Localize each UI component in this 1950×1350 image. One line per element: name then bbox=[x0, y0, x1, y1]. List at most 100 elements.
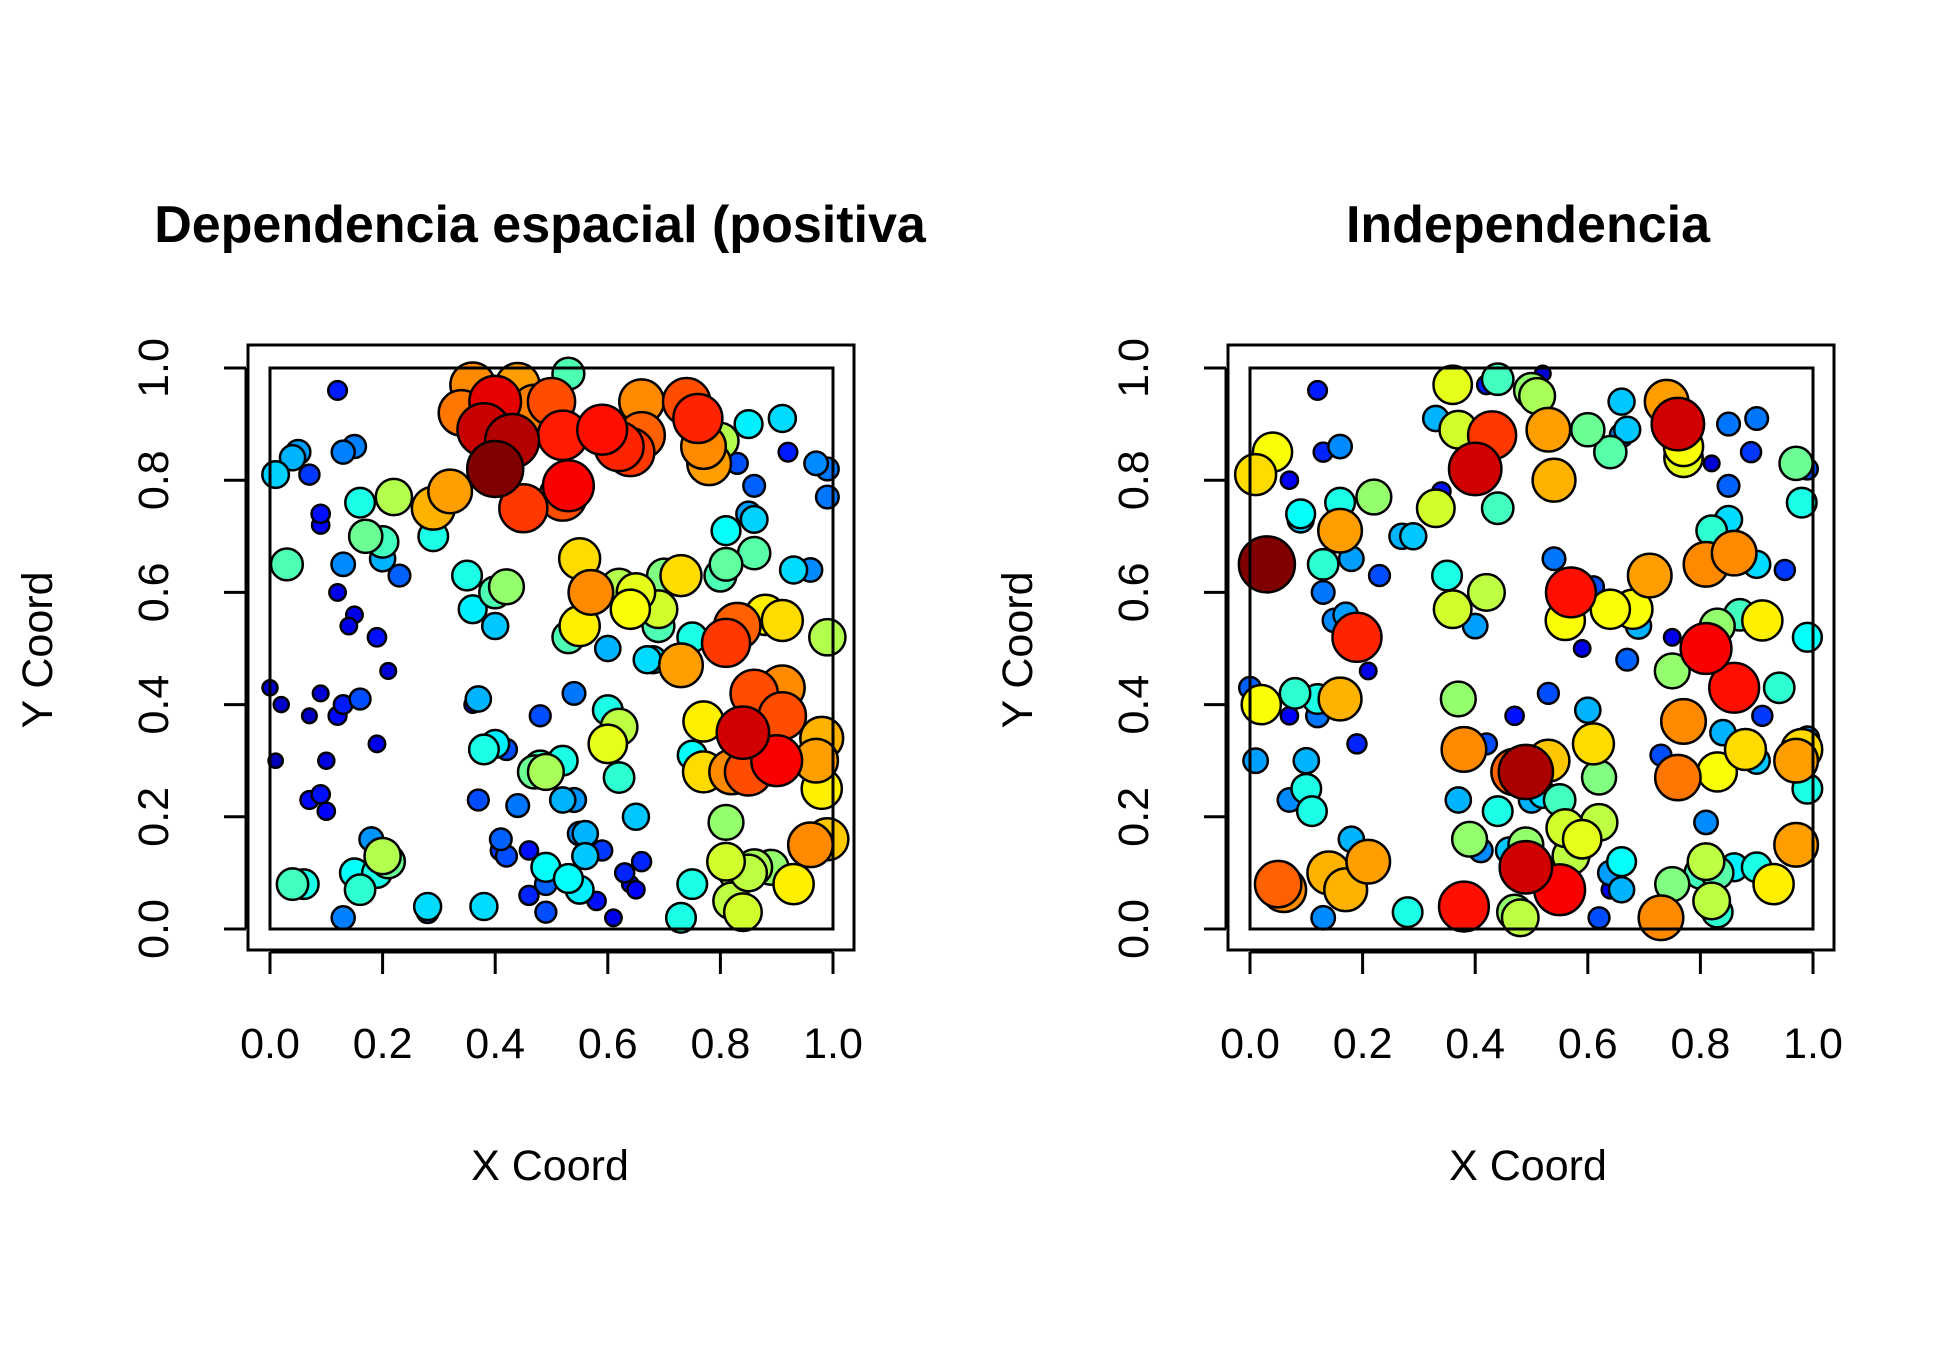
chart-title: Independencia bbox=[1346, 196, 1711, 254]
data-point bbox=[1573, 696, 1602, 725]
data-point bbox=[1752, 862, 1795, 906]
data-point bbox=[269, 547, 305, 582]
data-point bbox=[722, 892, 763, 933]
data-point bbox=[1278, 676, 1312, 710]
data-point bbox=[676, 868, 709, 901]
data-point bbox=[1439, 680, 1477, 718]
data-point bbox=[1237, 535, 1297, 594]
data-point bbox=[347, 518, 384, 555]
data-point bbox=[814, 484, 840, 510]
data-point bbox=[708, 546, 744, 582]
data-point bbox=[1279, 470, 1300, 491]
data-point bbox=[1498, 839, 1554, 895]
data-point bbox=[1292, 746, 1321, 775]
data-point bbox=[760, 598, 805, 643]
data-point bbox=[603, 908, 623, 928]
data-point bbox=[1295, 795, 1328, 828]
data-point bbox=[715, 705, 771, 761]
data-point bbox=[1569, 411, 1606, 448]
data-point bbox=[1702, 454, 1721, 473]
y-tick-label: 0.8 bbox=[1110, 450, 1158, 510]
data-point bbox=[272, 695, 291, 714]
data-point bbox=[1740, 599, 1784, 642]
data-point bbox=[1653, 652, 1691, 690]
data-point bbox=[1612, 415, 1642, 444]
y-axis-label: Y Coord bbox=[994, 572, 1042, 729]
data-point bbox=[451, 559, 484, 592]
data-point bbox=[700, 617, 752, 669]
data-point bbox=[613, 862, 636, 884]
data-point bbox=[576, 403, 629, 456]
data-point bbox=[710, 515, 742, 547]
data-point bbox=[1572, 639, 1592, 658]
x-tick-label: 0.4 bbox=[465, 1020, 525, 1068]
data-point bbox=[1739, 440, 1763, 464]
chart-title: Dependencia espacial (positiva bbox=[154, 196, 927, 254]
data-point bbox=[1605, 846, 1638, 878]
data-point bbox=[571, 841, 600, 871]
data-point bbox=[1637, 894, 1685, 942]
y-tick-label: 0.4 bbox=[130, 675, 178, 735]
data-point bbox=[1723, 727, 1768, 772]
data-point bbox=[1791, 621, 1824, 653]
y-tick-label: 0.0 bbox=[130, 899, 178, 959]
data-point bbox=[1253, 859, 1303, 909]
data-point bbox=[1431, 559, 1464, 592]
data-point bbox=[593, 634, 622, 663]
data-point bbox=[1541, 546, 1567, 572]
data-point bbox=[487, 568, 526, 606]
data-point bbox=[1444, 786, 1473, 814]
data-point bbox=[344, 486, 377, 519]
data-point bbox=[330, 551, 357, 578]
chart-panel-dependence: Dependencia espacial (positiva X Coord Y… bbox=[14, 196, 927, 1190]
data-point bbox=[630, 850, 653, 873]
y-tick-label: 0.0 bbox=[1110, 899, 1158, 959]
point-group bbox=[1233, 362, 1824, 942]
data-point bbox=[1686, 842, 1726, 882]
data-point bbox=[659, 553, 703, 598]
x-tick-label: 0.4 bbox=[1445, 1020, 1505, 1068]
data-point bbox=[1626, 552, 1673, 599]
data-point bbox=[330, 439, 356, 465]
data-point bbox=[412, 891, 443, 922]
data-point bbox=[561, 680, 587, 706]
data-point bbox=[379, 661, 398, 680]
data-point bbox=[1466, 572, 1507, 612]
x-tick-label: 1.0 bbox=[803, 1020, 863, 1068]
y-tick-label: 0.6 bbox=[130, 563, 178, 623]
data-point bbox=[310, 784, 332, 805]
data-point bbox=[1497, 743, 1555, 801]
data-point bbox=[1785, 486, 1818, 519]
data-point bbox=[707, 803, 745, 842]
data-box bbox=[1248, 366, 1815, 931]
data-point bbox=[626, 879, 646, 900]
data-point bbox=[1592, 434, 1628, 470]
data-point bbox=[664, 901, 698, 934]
x-tick-label: 0.0 bbox=[1220, 1020, 1280, 1068]
data-point bbox=[1773, 737, 1820, 784]
data-point bbox=[1331, 611, 1383, 664]
data-point bbox=[1240, 683, 1283, 726]
data-point bbox=[1773, 821, 1820, 868]
data-point bbox=[343, 873, 377, 907]
data-point bbox=[387, 563, 412, 588]
data-point bbox=[1317, 676, 1363, 722]
data-point bbox=[1432, 589, 1473, 630]
data-point bbox=[1653, 753, 1702, 802]
chart-panel-independence: Independencia X Coord Y Coord 0.0 0.2 0.4 0… bbox=[994, 196, 1843, 1190]
data-point bbox=[469, 891, 499, 922]
data-point bbox=[1650, 396, 1706, 452]
data-point bbox=[1310, 904, 1337, 931]
data-point bbox=[705, 841, 747, 882]
data-point bbox=[310, 503, 332, 525]
x-tick-label: 0.0 bbox=[240, 1020, 300, 1068]
data-point bbox=[1399, 522, 1428, 551]
data-point bbox=[311, 684, 330, 703]
data-point bbox=[526, 752, 566, 792]
x-tick-label: 0.8 bbox=[691, 1020, 751, 1068]
data-point bbox=[427, 468, 474, 515]
data-point bbox=[505, 793, 531, 819]
tick-group: 0.0 0.2 0.4 0.6 0.8 1.0 0.0 0.2 0.4 0.6 0.8 1.0 bbox=[1110, 338, 1843, 1068]
data-point bbox=[1659, 697, 1708, 745]
data-point bbox=[1580, 759, 1618, 796]
